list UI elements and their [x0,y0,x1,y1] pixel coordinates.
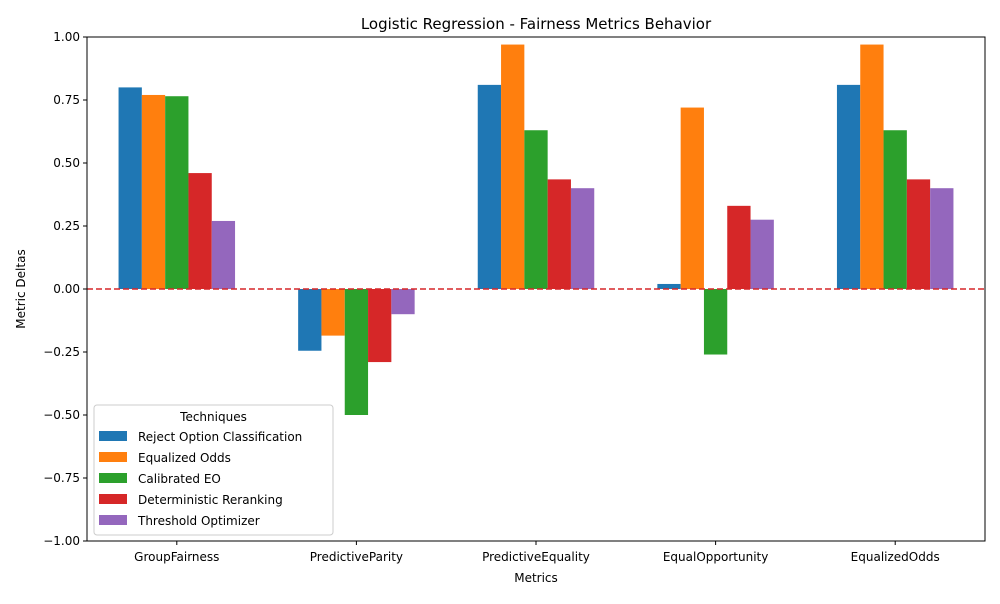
y-tick-label: 0.00 [53,282,80,296]
bar [836,84,861,289]
series-3 [188,173,931,363]
bar [703,289,728,355]
x-axis-label: Metrics [514,571,558,585]
series-4 [211,188,954,315]
x-tick-label: PredictiveParity [310,550,403,564]
bar [165,96,189,289]
legend-label: Reject Option Classification [138,430,302,444]
bar [391,289,415,315]
y-tick-label: −0.25 [43,345,80,359]
series-0 [118,84,861,351]
bar [118,87,142,290]
legend-swatch [99,515,127,525]
legend-box [93,404,334,536]
legend-swatch [99,431,127,441]
bar [298,289,322,351]
series-1 [141,44,884,336]
bar [211,220,236,289]
bar [883,130,907,289]
x-tick-label: PredictiveEquality [482,550,590,564]
legend-label: Equalized Odds [138,451,231,465]
bar [501,44,525,290]
y-tick-label: 0.50 [53,156,80,170]
chart-title: Logistic Regression - Fairness Metrics B… [361,15,712,33]
legend-title: Techniques [179,410,247,424]
x-tick-label: EqualizedOdds [851,550,940,564]
bar [188,173,212,289]
bar [547,179,571,289]
bar [321,289,345,336]
bar [657,283,681,289]
y-tick-label: 0.25 [53,219,80,233]
legend-swatch [99,452,127,462]
y-tick-label: −0.75 [43,471,80,485]
bar [524,130,548,289]
x-tick-label: EqualOpportunity [663,550,769,564]
x-tick-label: GroupFairness [134,550,219,564]
legend-swatch [99,473,127,483]
legend-swatch [99,494,127,504]
bar [344,289,369,415]
bar [860,44,884,290]
bar [727,205,751,289]
series-2 [165,96,907,415]
y-tick-label: −0.50 [43,408,80,422]
legend-label: Deterministic Reranking [138,493,283,507]
bar [368,289,392,363]
bar [906,179,931,289]
y-tick-label: −1.00 [43,534,80,548]
bar [477,84,502,289]
bars-layer [118,44,954,415]
bar [930,188,954,289]
y-axis-label: Metric Deltas [14,249,28,328]
bar [141,94,166,290]
legend-label: Calibrated EO [138,472,221,486]
legend: Techniques Reject Option Classification Eq… [93,404,334,536]
bar [750,219,774,289]
bar [680,107,704,289]
y-tick-label: 0.75 [53,93,80,107]
bar [570,188,595,289]
y-tick-label: 1.00 [53,30,80,44]
legend-label: Threshold Optimizer [137,514,260,528]
axes-layer: −1.00 −0.75 −0.50 −0.25 0.00 0.25 0.50 0.75 1.00… [43,30,986,564]
